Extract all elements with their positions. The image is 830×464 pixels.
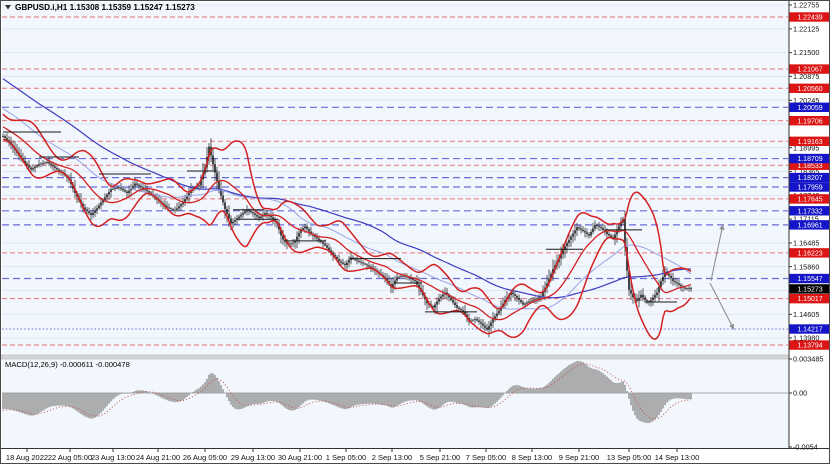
price-level-badge: 1.17959 (789, 182, 829, 192)
trend-arrow-up[interactable] (710, 224, 725, 281)
price-level-badge: 1.20560 (789, 83, 829, 93)
ma-slow-line (2, 78, 692, 299)
chart-title: GBPUSD.i,H1 1.15308 1.15359 1.15247 1.15… (15, 3, 195, 12)
time-axis-label: 1 Sep 05:00 (326, 453, 366, 462)
svg-text:1.19163: 1.19163 (797, 139, 822, 146)
macd-histogram (2, 361, 788, 423)
structure-lines[interactable] (3, 131, 677, 313)
time-scale-background (1, 449, 789, 463)
time-axis-label: 7 Sep 05:00 (466, 453, 506, 462)
price-level-badge: 1.16961 (789, 220, 829, 230)
svg-text:1.15017: 1.15017 (797, 296, 822, 303)
svg-text:1.16223: 1.16223 (797, 250, 822, 257)
svg-text:1.19706: 1.19706 (797, 118, 822, 125)
time-axis-label: 29 Aug 13:00 (231, 453, 275, 462)
svg-text:1.18207: 1.18207 (797, 175, 822, 182)
time-axis-label: 18 Aug 2022 (6, 453, 48, 462)
price-level-badge: 1.15547 (789, 273, 829, 284)
price-level-badges: 1.22439 1.21067 1.20560 1.19706 1.19163 1.185… (789, 12, 829, 350)
svg-text:1.18533: 1.18533 (797, 163, 822, 170)
time-axis-label: 26 Aug 05:00 (183, 453, 227, 462)
price-scale-label: 1.18365 (793, 167, 819, 176)
price-level-badge: 1.16223 (789, 248, 829, 258)
macd-scale-label: 0.003485 (793, 355, 823, 364)
price-scale-label: 1.20245 (793, 96, 819, 105)
svg-text:1.15273: 1.15273 (797, 287, 822, 294)
bollinger-middle-line (2, 126, 692, 321)
svg-text:1.16961: 1.16961 (797, 222, 822, 229)
time-axis-label: 5 Sep 21:00 (420, 453, 460, 462)
time-axis-label: 30 Aug 21:00 (278, 453, 322, 462)
price-scale-background (789, 1, 829, 463)
price-level-badge: 1.19706 (789, 116, 829, 126)
price-scale-label: 1.17115 (793, 215, 819, 224)
svg-text:1.15547: 1.15547 (797, 276, 822, 283)
price-scale-label: 1.16485 (793, 239, 819, 248)
bollinger-upper-line (2, 113, 692, 310)
macd-scale-label: 0.00 (793, 389, 807, 398)
price-level-badge: 1.17332 (789, 206, 829, 216)
price-level-badge: 1.18207 (789, 172, 829, 183)
price-level-badge: 1.13794 (789, 340, 829, 350)
svg-text:1.17332: 1.17332 (797, 208, 822, 215)
time-axis-label: 9 Sep 21:00 (559, 453, 599, 462)
svg-text:1.13794: 1.13794 (797, 343, 822, 350)
gridlines (2, 4, 788, 339)
time-axis-label: 24 Aug 21:00 (136, 453, 180, 462)
price-level-badge: 1.15017 (789, 293, 829, 304)
support-resistance-lines[interactable] (2, 16, 788, 346)
forecast-arrows[interactable] (709, 224, 735, 330)
trend-arrow-down[interactable] (709, 282, 735, 330)
svg-text:1.14217: 1.14217 (797, 327, 822, 334)
price-scale-label: 1.22755 (793, 1, 819, 10)
time-axis-label: 14 Sep 13:00 (655, 453, 700, 462)
price-level-badge: 1.14217 (789, 324, 829, 334)
price-scale-label: 1.15860 (793, 262, 819, 271)
ma-fast-line (2, 108, 692, 310)
macd-indicator-label: MACD(12,26,9) -0.000611 -0.000478 (5, 360, 130, 369)
price-level-badge: 1.21067 (789, 64, 829, 74)
price-level-badge: 1.18533 (789, 160, 829, 170)
svg-text:1.17959: 1.17959 (797, 185, 822, 192)
svg-text:1.22439: 1.22439 (797, 15, 822, 22)
symbol-dropdown-icon[interactable] (5, 5, 11, 10)
svg-text:1.17645: 1.17645 (797, 197, 822, 204)
price-level-badge: 1.20059 (789, 102, 829, 113)
svg-text:1.21067: 1.21067 (797, 67, 822, 74)
svg-text:1.18709: 1.18709 (797, 156, 822, 163)
bollinger-lower-line (2, 138, 692, 340)
price-scale-label: 1.20875 (793, 72, 819, 81)
price-level-badge: 1.15273 (789, 284, 829, 294)
pane-separator[interactable] (1, 354, 790, 360)
time-axis-label: 13 Sep 05:00 (607, 453, 652, 462)
time-axis-label: 2 Sep 13:00 (372, 453, 412, 462)
price-pane-background (2, 2, 789, 355)
macd-scale-label: -0.0054 (793, 443, 818, 452)
price-scale-label: 1.14605 (793, 310, 819, 319)
price-level-badge: 1.17645 (789, 194, 829, 204)
price-level-badge: 1.18709 (789, 153, 829, 164)
time-axis-label: 8 Sep 13:00 (512, 453, 552, 462)
indicator-lines (2, 78, 692, 340)
svg-text:1.20560: 1.20560 (797, 86, 822, 93)
price-scale-label: 1.22125 (793, 25, 819, 34)
time-axis-label: 22 Aug 05:00 (48, 453, 92, 462)
price-scale-label: 1.18995 (793, 143, 819, 152)
macd-scale[interactable]: 0.003485 0.00 -0.0054 (789, 355, 823, 452)
price-scale-label: 1.21500 (793, 48, 819, 57)
time-axis-label: 23 Aug 13:00 (91, 453, 135, 462)
svg-text:1.20059: 1.20059 (797, 105, 822, 112)
macd-signal-line (2, 363, 692, 420)
price-scale[interactable]: 1.22755 1.22125 1.21500 1.20875 1.20245 1.189… (789, 1, 819, 343)
price-scale-label: 1.13980 (793, 334, 819, 343)
price-level-badge: 1.19163 (789, 136, 829, 147)
price-level-badge: 1.22439 (789, 12, 829, 22)
